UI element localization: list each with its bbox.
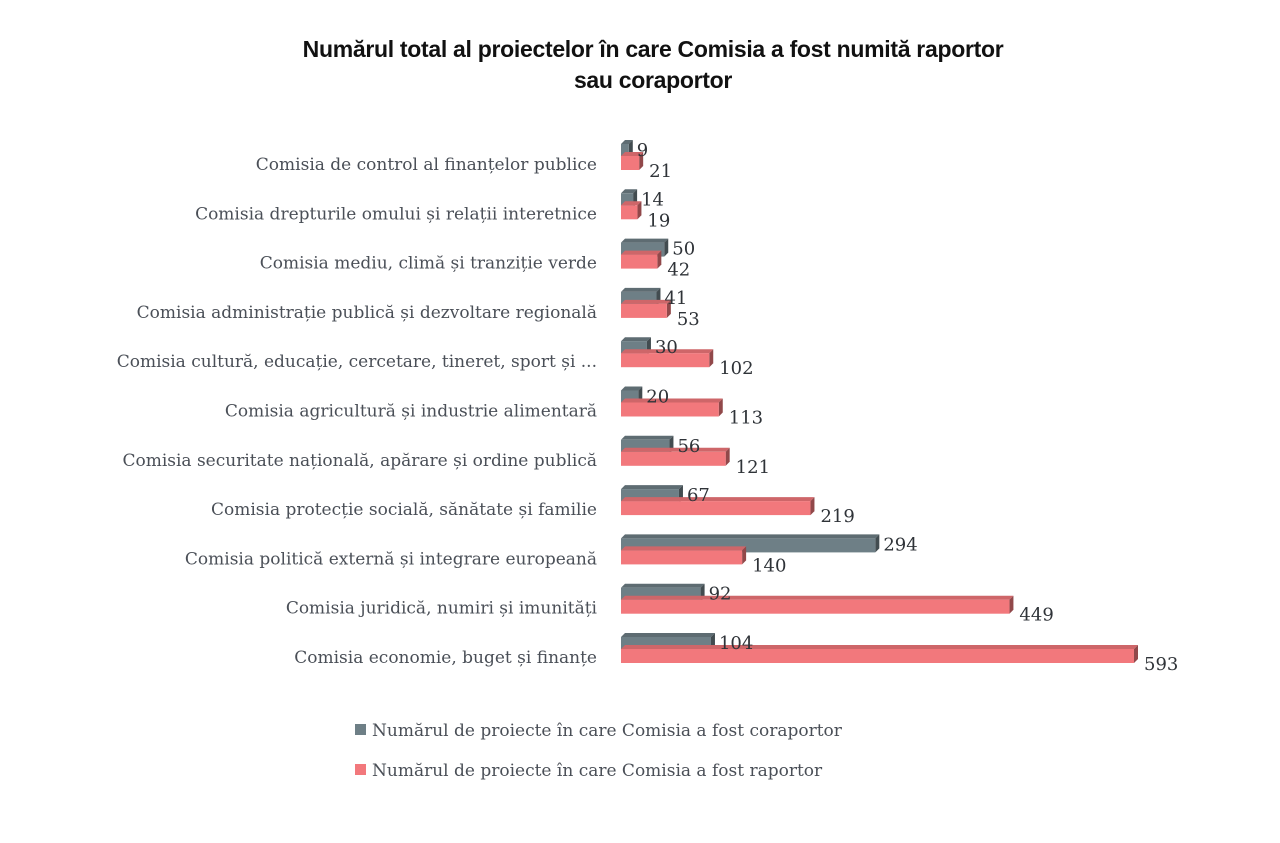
bar-coraportor-1-top bbox=[621, 189, 638, 194]
value-label-raportor: 121 bbox=[736, 457, 770, 478]
category-label: Comisia agricultură și industrie aliment… bbox=[225, 402, 597, 422]
category-label: Comisia securitate națională, apărare și… bbox=[122, 451, 597, 471]
bar-raportor-2 bbox=[621, 250, 662, 269]
bar-coraportor-4-top bbox=[621, 337, 651, 342]
bar-raportor-1-side bbox=[637, 201, 642, 220]
bar-raportor-9-top bbox=[621, 595, 1014, 600]
category-label: Comisia mediu, climă și tranziție verde bbox=[260, 254, 597, 274]
legend-swatch-0 bbox=[355, 724, 366, 735]
bar-raportor-5-top bbox=[621, 398, 723, 403]
bar-raportor-8 bbox=[621, 546, 747, 565]
bar-raportor-2-front bbox=[621, 254, 658, 269]
bar-coraportor-7-top bbox=[621, 485, 683, 490]
bar-raportor-0-side bbox=[639, 152, 644, 170]
bar-raportor-6-front bbox=[621, 451, 726, 466]
chart-title-line-1: Numărul total al proiectelor în care Com… bbox=[302, 36, 1004, 62]
value-label-raportor: 53 bbox=[677, 309, 700, 330]
value-label-raportor: 19 bbox=[647, 210, 670, 231]
value-label-coraportor: 67 bbox=[687, 485, 710, 506]
value-label-coraportor: 92 bbox=[709, 584, 732, 605]
bar-raportor-8-front bbox=[621, 550, 743, 565]
value-label-coraportor: 104 bbox=[719, 633, 753, 654]
value-label-raportor: 113 bbox=[729, 408, 763, 429]
category-label: Comisia cultură, educație, cercetare, ti… bbox=[117, 352, 597, 372]
bar-raportor-10 bbox=[621, 645, 1138, 663]
legend-swatch-1 bbox=[355, 764, 366, 775]
bar-raportor-5-side bbox=[718, 398, 723, 417]
bar-raportor-3-side bbox=[666, 299, 671, 318]
chart-title: Numărul total al proiectelor în care Com… bbox=[0, 34, 1280, 96]
bar-raportor-8-top bbox=[621, 546, 747, 551]
bar-raportor-6-side bbox=[725, 447, 730, 466]
bar-raportor-3-front bbox=[621, 303, 667, 318]
bar-raportor-2-side bbox=[657, 250, 662, 269]
bar-raportor-7-side bbox=[810, 497, 815, 516]
bar-raportor-1 bbox=[621, 201, 642, 220]
value-label-raportor: 219 bbox=[820, 506, 854, 527]
category-label: Comisia drepturile omului și relații int… bbox=[195, 204, 597, 224]
value-label-raportor: 102 bbox=[719, 358, 753, 379]
bar-coraportor-8-top bbox=[621, 534, 880, 539]
bar-raportor-4-front bbox=[621, 353, 710, 368]
value-label-raportor: 42 bbox=[667, 260, 690, 281]
bar-coraportor-6-top bbox=[621, 435, 674, 440]
value-label-coraportor: 30 bbox=[655, 337, 678, 358]
value-label-coraportor: 20 bbox=[646, 387, 669, 408]
bar-coraportor-0-top bbox=[621, 140, 633, 144]
category-label: Comisia administrație publică și dezvolt… bbox=[137, 303, 597, 323]
bar-coraportor-2-top bbox=[621, 238, 669, 243]
bar-coraportor-8-side bbox=[875, 534, 880, 553]
bar-raportor-1-top bbox=[621, 201, 642, 206]
bar-raportor-10-side bbox=[1134, 645, 1138, 663]
legend-label-0: Numărul de proiecte în care Comisia a fo… bbox=[372, 721, 843, 741]
value-label-raportor: 449 bbox=[1019, 605, 1053, 626]
category-label: Comisia de control al finanțelor publice bbox=[256, 155, 597, 175]
bar-raportor-5 bbox=[621, 398, 723, 417]
value-label-coraportor: 9 bbox=[637, 140, 648, 161]
bar-raportor-4-top bbox=[621, 349, 714, 354]
bar-coraportor-3-top bbox=[621, 287, 661, 292]
value-label-raportor: 21 bbox=[649, 161, 672, 182]
bar-raportor-8-side bbox=[742, 546, 747, 565]
bar-raportor-6 bbox=[621, 447, 730, 466]
bar-raportor-7-top bbox=[621, 497, 815, 502]
bar-coraportor-10-top bbox=[621, 633, 715, 637]
value-label-coraportor: 41 bbox=[664, 288, 687, 309]
value-label-coraportor: 294 bbox=[883, 534, 917, 555]
bar-coraportor-9-top bbox=[621, 583, 705, 588]
bar-raportor-1-front bbox=[621, 205, 638, 220]
bar-coraportor-0-front bbox=[621, 144, 629, 158]
bar-raportor-0-front bbox=[621, 156, 640, 170]
category-label: Comisia politică externă și integrare eu… bbox=[185, 549, 597, 569]
chart-title-line-2: sau coraportor bbox=[573, 67, 733, 93]
bar-coraportor-2-side bbox=[664, 238, 669, 257]
value-label-coraportor: 56 bbox=[677, 436, 700, 457]
value-label-raportor: 593 bbox=[1144, 654, 1178, 675]
bar-raportor-6-top bbox=[621, 447, 730, 452]
bar-raportor-4 bbox=[621, 349, 714, 368]
bar-raportor-7-front bbox=[621, 501, 811, 516]
bar-raportor-3 bbox=[621, 299, 671, 318]
bar-raportor-0-top bbox=[621, 152, 644, 156]
value-label-coraportor: 50 bbox=[672, 239, 695, 260]
bar-raportor-3-top bbox=[621, 299, 671, 304]
bar-raportor-9-front bbox=[621, 599, 1010, 614]
category-label: Comisia juridică, numiri și imunități bbox=[286, 599, 598, 619]
bar-raportor-9-side bbox=[1009, 595, 1014, 614]
value-label-coraportor: 14 bbox=[641, 189, 664, 210]
value-label-raportor: 140 bbox=[752, 555, 786, 576]
bar-raportor-10-front bbox=[621, 649, 1134, 663]
bar-raportor-7 bbox=[621, 497, 815, 516]
bar-coraportor-5-top bbox=[621, 386, 643, 391]
category-label: Comisia protecție socială, sănătate și f… bbox=[211, 500, 597, 520]
bar-raportor-5-front bbox=[621, 402, 719, 417]
bar-raportor-4-side bbox=[709, 349, 714, 368]
bar-raportor-10-top bbox=[621, 645, 1138, 649]
bar-raportor-0 bbox=[621, 152, 644, 170]
legend-label-1: Numărul de proiecte în care Comisia a fo… bbox=[372, 761, 823, 781]
bar-raportor-2-top bbox=[621, 250, 662, 255]
bar-raportor-9 bbox=[621, 595, 1014, 614]
category-label: Comisia economie, buget și finanțe bbox=[294, 648, 597, 668]
